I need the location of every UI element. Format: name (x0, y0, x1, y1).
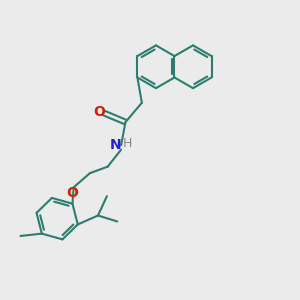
Text: O: O (93, 105, 105, 119)
Text: O: O (66, 186, 78, 200)
Text: H: H (123, 137, 132, 150)
Text: N: N (109, 138, 121, 152)
